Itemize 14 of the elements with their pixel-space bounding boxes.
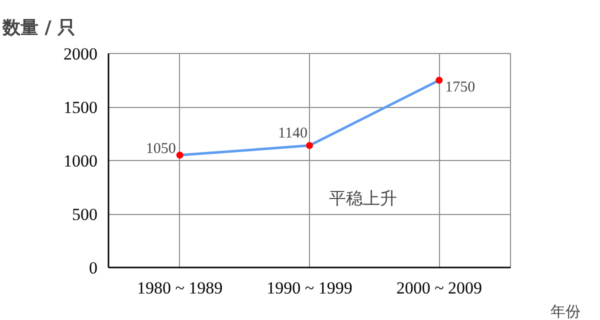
y-tick-label: 500 [72, 205, 98, 224]
x-tick-label: 1990 ~ 1999 [266, 278, 352, 298]
x-axis-title: 年份 [550, 302, 580, 320]
data-label: 1140 [278, 126, 308, 142]
y-tick-label: 1000 [64, 152, 98, 170]
y-tick-label: 1500 [64, 98, 98, 117]
y-tick-label: 0 [89, 258, 98, 278]
x-tick-label: 2000 ~ 2009 [396, 278, 482, 298]
y-tick-label: 2000 [64, 44, 98, 64]
data-label: 1050 [146, 141, 176, 158]
annotation: 平稳上升 [328, 189, 397, 210]
y-axis-title: 数量 / 只 [2, 18, 76, 38]
data-label: 1750 [445, 79, 476, 96]
x-tick-label: 1980 ~ 1989 [136, 278, 223, 298]
